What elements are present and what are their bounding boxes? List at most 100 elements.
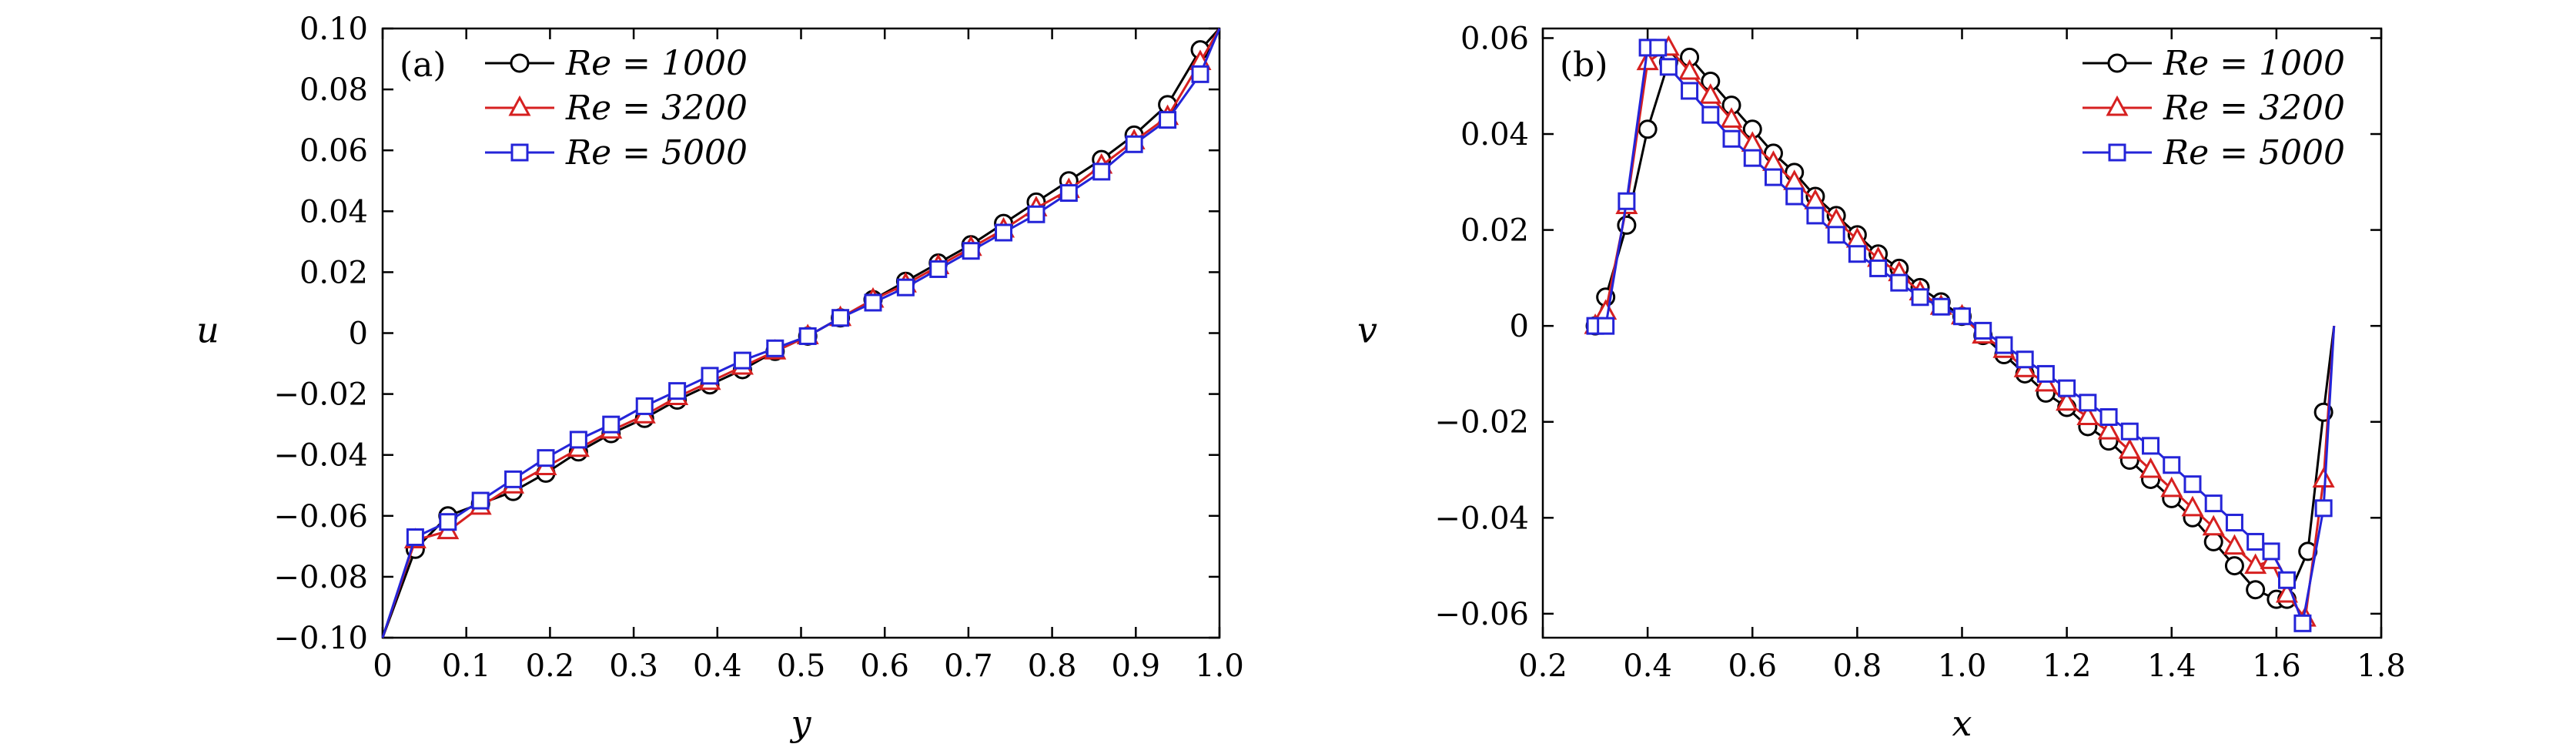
- data-point: [2056, 390, 2079, 411]
- data-point: [1720, 107, 1743, 128]
- legend-marker: [2108, 143, 2126, 162]
- data-point: [1059, 184, 1078, 203]
- y-axis-label: v: [1357, 310, 1377, 351]
- data-point: [635, 397, 654, 415]
- data-point: [1953, 307, 1971, 326]
- y-tick-label: 0.06: [299, 133, 368, 169]
- y-axis-label: u: [196, 310, 219, 351]
- chart-panel-a: 0 0.1 0.2 0.3 0.4 0.5 0.6 0.7 0.8 0.9 1.0 −0.10 −0.0…: [196, 12, 1244, 744]
- data-point: [1701, 106, 1720, 124]
- data-point: [1890, 273, 1909, 292]
- y-tick-label: −0.02: [1434, 405, 1529, 441]
- data-point: [2079, 394, 2097, 412]
- x-tick-label: 0.4: [1623, 648, 1672, 684]
- series-line: [1586, 46, 2336, 628]
- data-point: [2160, 476, 2183, 498]
- data-point: [831, 309, 850, 327]
- y-tick-label: −0.04: [273, 438, 368, 474]
- y-tick-label: 0.04: [1460, 117, 1529, 152]
- legend-marker: [510, 143, 529, 162]
- data-point: [2183, 475, 2202, 494]
- data-point: [2312, 467, 2335, 488]
- data-point: [2293, 614, 2312, 632]
- data-point: [2225, 514, 2243, 532]
- data-point: [1659, 58, 1678, 76]
- data-point: [471, 491, 490, 510]
- y-tick-label: 0.06: [1460, 21, 1529, 56]
- data-point: [2314, 499, 2333, 518]
- x-tick-label: 1.8: [2357, 648, 2406, 684]
- data-point: [2202, 514, 2225, 536]
- data-point: [2224, 556, 2244, 576]
- x-tick-label: 0.1: [442, 648, 491, 684]
- data-point: [569, 431, 587, 449]
- data-point: [2058, 379, 2076, 397]
- chart-panel-b: 0.2 0.4 0.6 0.8 1.0 1.2 1.4 1.6 1.8 −0.06 −0.04 −0.…: [1357, 21, 2406, 744]
- data-point: [439, 513, 457, 531]
- data-point: [2036, 364, 2055, 383]
- data-point: [864, 293, 882, 312]
- series-2: [381, 28, 1221, 638]
- x-tick-label: 0.2: [1518, 648, 1567, 684]
- legend-marker: [2107, 53, 2127, 73]
- x-tick-label: 0.8: [1028, 648, 1077, 684]
- x-tick-label: 1.0: [1938, 648, 1987, 684]
- x-tick-label: 0.6: [860, 648, 909, 684]
- y-tick-label: 0.10: [299, 12, 368, 47]
- legend-label: Re = 3200: [2163, 89, 2345, 128]
- data-point: [668, 382, 687, 400]
- data-point: [1678, 59, 1701, 80]
- data-point: [1785, 187, 1804, 206]
- y-tick-label: 0.08: [299, 72, 368, 108]
- x-tick-label: 0.2: [526, 648, 575, 684]
- data-point: [1869, 259, 1888, 277]
- x-tick-label: 1.4: [2147, 648, 2196, 684]
- data-point: [1027, 205, 1045, 223]
- data-point: [733, 351, 751, 370]
- data-point: [798, 327, 817, 345]
- x-tick-label: 0.7: [944, 648, 993, 684]
- data-point: [504, 470, 523, 488]
- panel-label: (a): [400, 45, 447, 85]
- legend: Re = 1000 Re = 3200 Re = 5000: [485, 44, 748, 173]
- data-point: [2099, 407, 2118, 426]
- x-axis-label: y: [790, 702, 812, 744]
- data-point: [701, 367, 719, 385]
- data-point: [2118, 437, 2141, 459]
- x-tick-label: 0.8: [1833, 648, 1882, 684]
- data-point: [766, 339, 785, 357]
- legend-label: Re = 5000: [565, 133, 748, 173]
- y-tick-label: 0: [349, 317, 368, 352]
- y-tick-label: −0.06: [1434, 597, 1529, 632]
- data-point: [2223, 534, 2246, 555]
- data-point: [602, 415, 621, 434]
- data-point: [537, 449, 555, 467]
- x-tick-label: 0.5: [777, 648, 826, 684]
- data-point: [2142, 437, 2160, 455]
- y-tick-label: 0.02: [299, 255, 368, 290]
- legend-marker: [2106, 95, 2129, 116]
- data-point: [1597, 317, 1615, 335]
- data-point: [2277, 571, 2296, 589]
- x-tick-label: 0.6: [1728, 648, 1777, 684]
- data-point: [896, 278, 915, 297]
- data-point: [2120, 422, 2139, 441]
- legend-label: Re = 3200: [565, 89, 748, 128]
- data-point: [2016, 350, 2034, 369]
- data-point: [1618, 192, 1636, 210]
- data-point: [2246, 532, 2265, 551]
- legend-marker: [508, 95, 531, 116]
- data-point: [962, 242, 980, 260]
- y-tick-label: −0.08: [273, 560, 368, 595]
- data-point: [2076, 404, 2099, 425]
- legend-label: Re = 5000: [2163, 133, 2345, 173]
- data-point: [2139, 457, 2163, 478]
- y-tick-label: −0.02: [273, 377, 368, 413]
- data-point: [1191, 65, 1209, 83]
- data-point: [1848, 245, 1866, 263]
- data-point: [1827, 226, 1845, 244]
- data-point: [2163, 456, 2181, 474]
- data-point: [1995, 336, 2013, 354]
- legend-label: Re = 1000: [2163, 44, 2345, 83]
